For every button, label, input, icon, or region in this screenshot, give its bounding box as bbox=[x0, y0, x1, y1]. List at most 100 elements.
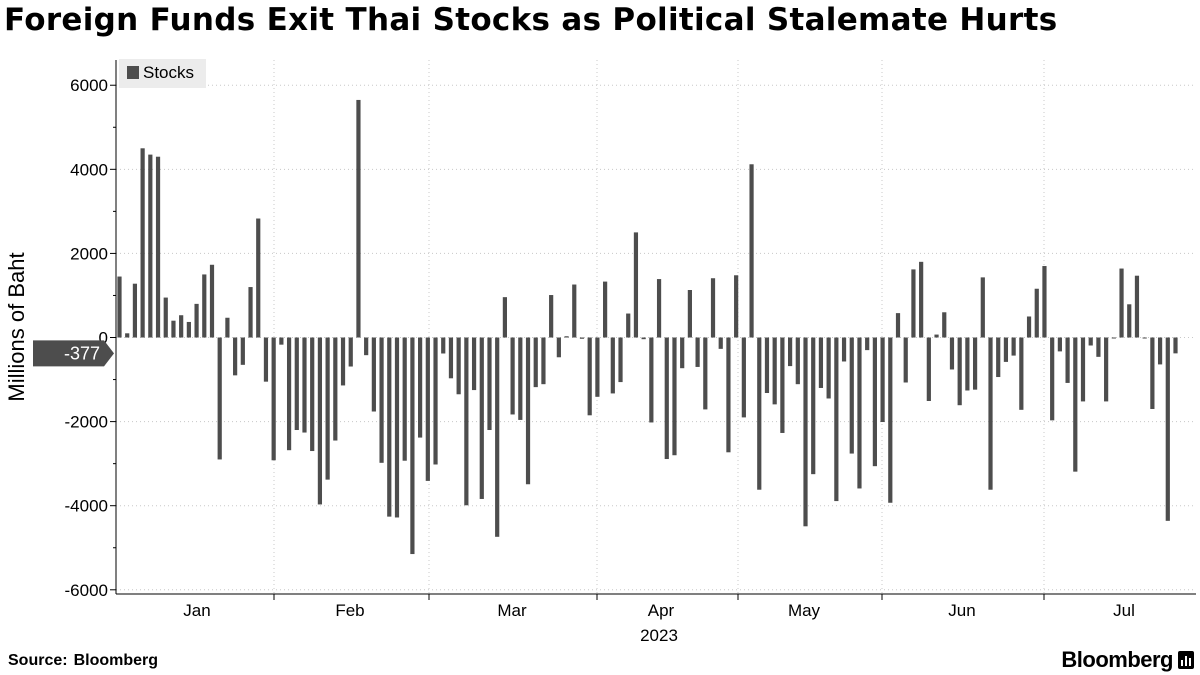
brand-logo: Bloomberg bbox=[1061, 647, 1194, 673]
bar bbox=[541, 337, 546, 385]
bar bbox=[410, 337, 415, 555]
bar bbox=[248, 287, 253, 338]
bar bbox=[988, 337, 993, 490]
bar bbox=[911, 269, 916, 338]
bar bbox=[140, 148, 145, 338]
bar bbox=[841, 337, 847, 362]
bar bbox=[788, 337, 793, 367]
y-tick-label: 0 bbox=[99, 329, 108, 348]
y-tick-label: 2000 bbox=[70, 244, 108, 263]
bar bbox=[310, 337, 315, 452]
bar bbox=[148, 154, 153, 338]
bar bbox=[510, 337, 515, 415]
bar bbox=[1050, 337, 1055, 421]
bar bbox=[734, 275, 739, 338]
bar bbox=[256, 218, 261, 338]
last-value-label: -377 bbox=[64, 343, 100, 363]
grid-lines bbox=[116, 60, 1196, 594]
bar bbox=[857, 337, 862, 489]
bar bbox=[672, 337, 677, 456]
bar bbox=[703, 337, 708, 410]
terminal-icon bbox=[1178, 651, 1194, 669]
bar bbox=[757, 337, 762, 490]
bar bbox=[803, 337, 808, 527]
x-tick-label-mar: Mar bbox=[497, 601, 527, 620]
bar bbox=[888, 337, 893, 503]
x-tick-label-may: May bbox=[788, 601, 821, 620]
bar bbox=[1104, 337, 1109, 402]
bar bbox=[741, 337, 746, 418]
bar bbox=[518, 337, 523, 420]
bar bbox=[279, 337, 284, 345]
bar bbox=[1011, 337, 1016, 356]
bar bbox=[1096, 337, 1101, 357]
bar bbox=[394, 337, 400, 518]
bar bbox=[495, 337, 500, 537]
bar bbox=[179, 315, 184, 338]
bar bbox=[795, 337, 800, 385]
bar bbox=[649, 337, 654, 423]
bar bbox=[286, 337, 292, 451]
source-label: Source: bbox=[8, 652, 68, 669]
legend-label-stocks: Stocks bbox=[143, 63, 194, 82]
bar bbox=[263, 337, 269, 382]
bar bbox=[1111, 337, 1116, 339]
bar bbox=[163, 297, 168, 338]
bar bbox=[202, 274, 207, 338]
x-tick-label-feb: Feb bbox=[335, 601, 364, 620]
bar bbox=[687, 290, 692, 338]
y-tick-label: 4000 bbox=[70, 160, 108, 179]
bar bbox=[225, 317, 230, 338]
bar bbox=[502, 297, 507, 338]
bar bbox=[125, 333, 130, 338]
y-tick-label: -4000 bbox=[65, 497, 108, 516]
bar bbox=[464, 337, 469, 506]
brand-wordmark: Bloomberg bbox=[1061, 647, 1173, 672]
bar bbox=[957, 337, 962, 406]
bar bbox=[749, 164, 754, 338]
x-tick-label-jul: Jul bbox=[1113, 601, 1135, 620]
bar bbox=[603, 281, 608, 338]
bar bbox=[387, 337, 392, 517]
bar bbox=[919, 261, 924, 338]
bar bbox=[340, 337, 346, 386]
bar bbox=[1157, 337, 1163, 365]
bar bbox=[626, 313, 631, 338]
bar bbox=[294, 337, 299, 431]
bar bbox=[1088, 337, 1093, 346]
x-tick-label-apr: Apr bbox=[648, 601, 675, 620]
bar bbox=[865, 337, 870, 351]
bar bbox=[240, 337, 245, 365]
bar bbox=[1019, 337, 1024, 410]
bar bbox=[456, 337, 461, 395]
bar bbox=[364, 337, 369, 356]
bar bbox=[718, 337, 723, 349]
bar bbox=[926, 337, 931, 401]
bar bbox=[186, 321, 191, 338]
bar bbox=[333, 337, 338, 441]
bar bbox=[695, 337, 700, 367]
bar bbox=[764, 337, 770, 394]
bar bbox=[1134, 275, 1140, 338]
bar bbox=[471, 337, 477, 391]
bar bbox=[132, 283, 138, 338]
bar bbox=[595, 337, 600, 397]
bar bbox=[348, 337, 353, 367]
y-tick-label: -6000 bbox=[65, 581, 108, 600]
bar bbox=[1026, 316, 1032, 338]
bar bbox=[880, 337, 885, 423]
bar bbox=[271, 337, 276, 461]
bar bbox=[895, 313, 901, 338]
source-name: Bloomberg bbox=[73, 652, 159, 669]
bar bbox=[811, 337, 816, 475]
bar bbox=[302, 337, 307, 433]
bar bbox=[942, 312, 947, 338]
bar bbox=[155, 156, 161, 338]
legend: Stocks bbox=[119, 59, 206, 88]
bar bbox=[972, 337, 978, 390]
labels: -6000 -4000 -2000 0 2000 4000 6000 Jan Feb Mar Apr… bbox=[4, 59, 1135, 645]
y-tick-label: -2000 bbox=[65, 413, 108, 432]
bar bbox=[949, 337, 955, 370]
last-value-marker bbox=[33, 340, 114, 367]
bar bbox=[1150, 337, 1155, 409]
